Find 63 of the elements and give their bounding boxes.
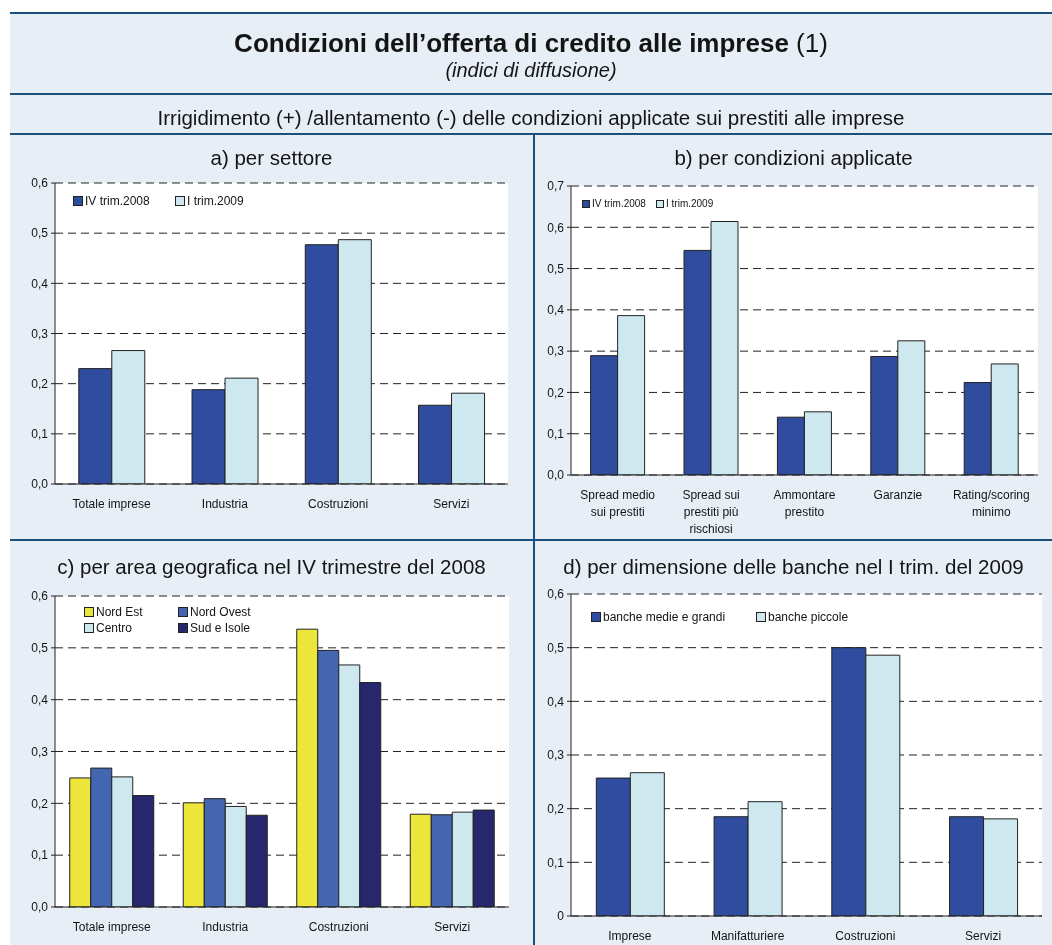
y-tick-label: 0,3 xyxy=(31,326,49,341)
legend-label: I trim.2009 xyxy=(187,194,244,208)
y-tick-label: 0,6 xyxy=(547,220,565,235)
text: Irrigidimento (+) /allentamento (-) delle condizioni applicate sui prestiti alle imprese xyxy=(157,106,905,129)
y-tick-label: 0,0 xyxy=(31,477,49,492)
legend-label: banche medie e grandi xyxy=(603,610,726,624)
y-tick-label: 0,4 xyxy=(31,692,49,707)
legend-label: I trim.2009 xyxy=(666,198,714,209)
x-tick-label: Totale imprese xyxy=(72,919,152,934)
y-tick-label: 0,5 xyxy=(31,226,49,241)
legend-label: IV trim.2008 xyxy=(592,198,646,209)
y-tick-label: 0,7 xyxy=(547,179,565,194)
y-tick-label: 0,0 xyxy=(547,468,565,483)
legend-label: IV trim.2008 xyxy=(85,194,150,208)
x-tick-label: Costruzioni xyxy=(308,919,369,934)
y-tick-label: 0,1 xyxy=(31,848,49,863)
chart-title: c) per area geografica nel IV trimestre del 2008 xyxy=(57,555,486,578)
y-tick-label: 0,6 xyxy=(31,176,49,191)
x-tick-label: Costruzioni xyxy=(308,496,369,511)
y-tick-label: 0,2 xyxy=(547,801,565,816)
y-tick-label: 0,2 xyxy=(31,796,49,811)
y-tick-label: 0,5 xyxy=(31,641,49,656)
x-tick-label: Industria xyxy=(201,496,249,511)
y-tick-label: 0,0 xyxy=(31,900,49,915)
text: Condizioni dell’offerta di credito alle imprese (1) xyxy=(234,28,828,58)
x-tick-label: Industria xyxy=(202,919,249,934)
x-tick-label: Spread sui prestiti più rischiosi xyxy=(682,487,740,536)
x-tick-label: Ammontare prestito xyxy=(773,487,836,519)
y-tick-label: 0,5 xyxy=(547,640,565,655)
x-tick-label: Spread medio sui prestiti xyxy=(580,487,656,519)
y-tick-label: 0,5 xyxy=(547,261,565,276)
x-tick-label: Costruzioni xyxy=(835,928,896,943)
chart-title: b) per condizioni applicate xyxy=(674,146,913,169)
legend-label: Nord Ovest xyxy=(190,605,251,619)
y-tick-label: 0,2 xyxy=(547,385,565,400)
y-tick-label: 0,6 xyxy=(31,589,49,604)
y-tick-label: 0,1 xyxy=(547,426,565,441)
y-tick-label: 0,4 xyxy=(31,276,49,291)
legend-label: Sud e Isole xyxy=(190,621,251,635)
x-tick-label: Garanzie xyxy=(873,487,923,502)
y-tick-label: 0,1 xyxy=(31,427,49,442)
y-tick-label: 0,2 xyxy=(31,376,49,391)
x-tick-label: Servizi xyxy=(433,496,470,511)
y-tick-label: 0 xyxy=(557,909,565,924)
y-tick-label: 0,1 xyxy=(547,855,565,870)
x-tick-label: Totale imprese xyxy=(72,496,151,511)
text: (indici di diffusione) xyxy=(445,59,617,81)
chart-title: a) per settore xyxy=(210,146,333,169)
chart-title: d) per dimensione delle banche nel I trim. del 2009 xyxy=(563,555,1024,578)
y-tick-label: 0,3 xyxy=(31,744,49,759)
y-tick-label: 0,4 xyxy=(547,694,565,709)
x-tick-label: Servizi xyxy=(434,919,471,934)
y-tick-label: 0,3 xyxy=(547,748,565,763)
legend-label: Centro xyxy=(96,621,133,635)
legend-label: Nord Est xyxy=(96,605,143,619)
legend-label: banche piccole xyxy=(768,610,849,624)
x-tick-label: Manifatturiere xyxy=(710,928,785,943)
x-tick-label: Servizi xyxy=(965,928,1002,943)
y-tick-label: 0,6 xyxy=(547,587,565,602)
x-tick-label: Rating/scoring minimo xyxy=(952,487,1030,519)
x-tick-label: Imprese xyxy=(608,928,652,943)
y-tick-label: 0,3 xyxy=(547,344,565,359)
y-tick-label: 0,4 xyxy=(547,303,565,318)
